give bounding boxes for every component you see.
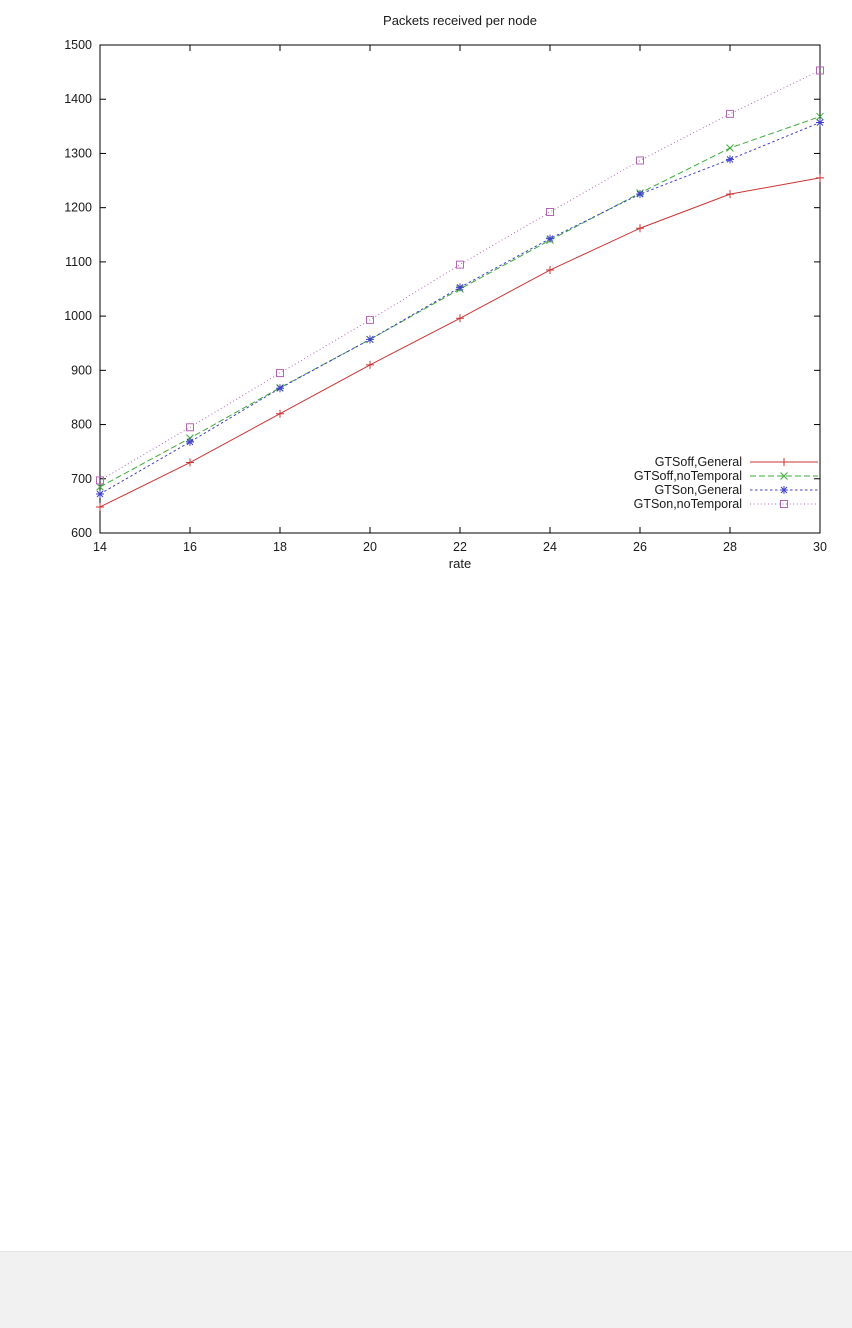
square-marker-icon [456, 260, 464, 269]
plus-marker-icon [276, 409, 284, 418]
legend-label: GTSoff,General [655, 455, 742, 469]
x-tick-label: 26 [633, 540, 647, 554]
star-marker-icon [276, 384, 284, 393]
chart-area: Packets received per node 14 16 18 20 22 24 26… [0, 0, 852, 600]
y-tick-label: 800 [71, 418, 92, 432]
plus-marker-icon [726, 190, 734, 199]
star-marker-icon [456, 283, 464, 292]
y-tick-label: 1400 [64, 92, 92, 106]
series-line [99, 122, 821, 495]
chart-canvas: 14 16 18 20 22 24 26 28 30 600 700 800 900 1000 1100 12… [64, 38, 827, 554]
y-tick-label: 900 [71, 363, 92, 377]
x-tick-label: 16 [183, 540, 197, 554]
legend-label: GTSon,noTemporal [634, 497, 742, 511]
y-tick-label: 600 [71, 526, 92, 540]
plus-marker-icon [636, 224, 644, 233]
x-tick-label: 22 [453, 540, 467, 554]
legend-label: GTSoff,noTemporal [634, 469, 742, 483]
square-marker-icon [780, 500, 788, 508]
legend-entry [750, 500, 818, 508]
square-marker-icon [546, 208, 554, 217]
star-marker-icon [636, 190, 644, 199]
y-tick-label: 1100 [65, 255, 92, 269]
x-tick-label: 28 [723, 540, 737, 554]
x-tick-label: 30 [813, 540, 827, 554]
legend-entry [750, 458, 818, 466]
y-tick-label: 1200 [64, 201, 92, 215]
plus-marker-icon [96, 502, 104, 511]
series-3 [96, 66, 824, 485]
x-tick-label: 14 [93, 540, 107, 554]
cross-marker-icon [96, 483, 104, 491]
footer-bar [0, 1251, 852, 1328]
plus-marker-icon [546, 266, 554, 275]
series-line [99, 116, 821, 488]
y-tick-label: 700 [71, 472, 92, 486]
star-marker-icon [366, 335, 374, 344]
cross-marker-icon [780, 472, 788, 480]
plus-marker-icon [780, 458, 788, 466]
x-tick-label: 18 [273, 540, 287, 554]
x-tick-label: 24 [543, 540, 557, 554]
series-2 [96, 118, 824, 498]
plus-marker-icon [186, 458, 194, 467]
legend-entry [750, 486, 818, 494]
square-marker-icon [366, 315, 374, 324]
legend-label: GTSon,General [654, 483, 742, 497]
series-1 [96, 112, 824, 491]
cross-marker-icon [726, 144, 734, 152]
y-tick-label: 1300 [64, 146, 92, 160]
cross-marker-icon [816, 112, 824, 121]
plus-marker-icon [816, 173, 824, 182]
chart-title: Packets received per node [383, 13, 537, 28]
legend-entry [750, 472, 818, 480]
square-marker-icon [96, 476, 104, 485]
x-tick-label: 20 [363, 540, 377, 554]
series-0 [96, 173, 824, 511]
star-marker-icon [726, 155, 734, 164]
square-marker-icon [276, 369, 284, 378]
plus-marker-icon [366, 360, 374, 369]
star-marker-icon [780, 486, 788, 494]
y-tick-label: 1500 [64, 38, 92, 52]
square-marker-icon [636, 156, 644, 165]
series-line [99, 70, 821, 481]
plus-marker-icon [456, 314, 464, 323]
legend [750, 458, 818, 508]
star-marker-icon [186, 437, 194, 446]
x-axis-label: rate [448, 556, 472, 571]
y-tick-label: 1000 [64, 309, 92, 323]
star-marker-icon [96, 489, 104, 498]
square-marker-icon [186, 423, 194, 432]
square-marker-icon [816, 66, 824, 75]
square-marker-icon [726, 109, 734, 118]
star-marker-icon [816, 118, 824, 127]
star-marker-icon [546, 234, 554, 243]
